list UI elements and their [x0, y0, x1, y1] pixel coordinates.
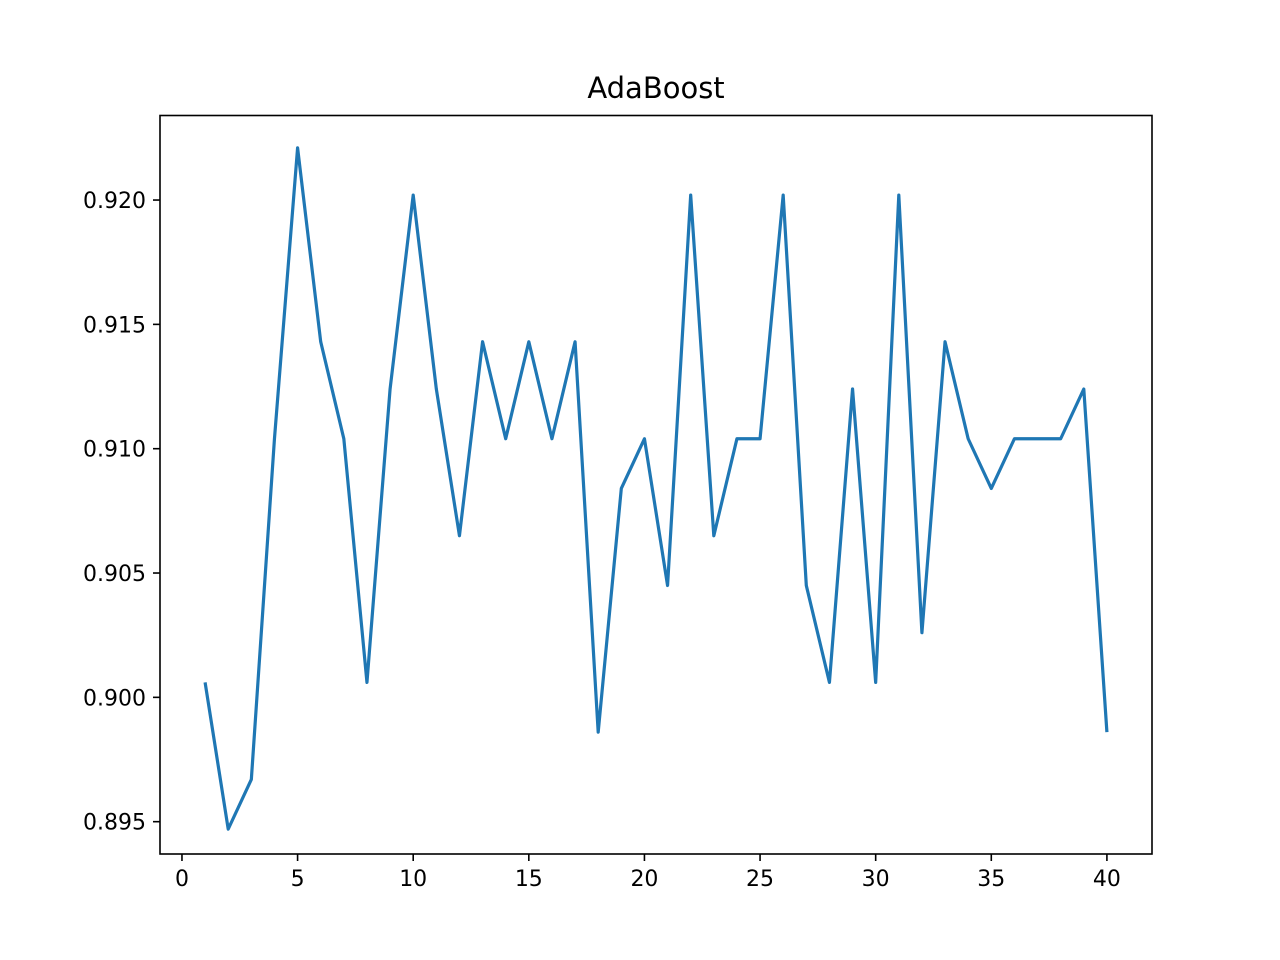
series-line — [203, 146, 1109, 831]
data-point — [1036, 437, 1040, 441]
x-tick-label: 40 — [1093, 867, 1121, 892]
data-point — [1012, 437, 1016, 441]
data-point — [920, 631, 924, 635]
data-point — [388, 387, 392, 391]
data-point — [203, 680, 207, 684]
data-point — [874, 680, 878, 684]
data-point — [434, 387, 438, 391]
data-point — [943, 340, 947, 344]
x-tick-label: 5 — [291, 867, 305, 892]
x-tick-label: 15 — [515, 867, 543, 892]
data-point — [457, 534, 461, 538]
data-point — [296, 146, 300, 150]
data-point — [758, 437, 762, 441]
data-point — [481, 340, 485, 344]
x-tick-label: 0 — [175, 867, 189, 892]
y-axis: 0.895 0.900 0.905 0.910 0.915 0.920 — [83, 189, 160, 836]
y-tick-label: 0.920 — [83, 189, 146, 214]
data-point — [989, 486, 993, 490]
data-point — [966, 437, 970, 441]
data-point — [411, 193, 415, 197]
chart-title: AdaBoost — [587, 71, 724, 105]
x-tick-label: 35 — [977, 867, 1005, 892]
x-tick-label: 25 — [746, 867, 774, 892]
data-point — [735, 437, 739, 441]
x-tick-label: 10 — [399, 867, 427, 892]
data-point — [249, 777, 253, 781]
x-axis: 0 5 10 15 20 25 30 35 40 — [175, 854, 1121, 892]
data-point — [642, 437, 646, 441]
data-point — [573, 340, 577, 344]
data-point — [342, 437, 346, 441]
y-tick-label: 0.895 — [83, 811, 146, 836]
y-tick-label: 0.910 — [83, 438, 146, 463]
data-point — [666, 583, 670, 587]
data-point — [827, 680, 831, 684]
data-point — [272, 437, 276, 441]
data-point — [1082, 387, 1086, 391]
data-point — [1105, 730, 1109, 734]
data-point — [781, 193, 785, 197]
x-tick-label: 20 — [630, 867, 658, 892]
plot-frame — [159, 114, 1153, 855]
data-point — [550, 437, 554, 441]
series-layer — [203, 146, 1109, 831]
y-tick-label: 0.900 — [83, 686, 146, 711]
x-tick-label: 30 — [862, 867, 890, 892]
data-point — [1059, 437, 1063, 441]
data-point — [365, 680, 369, 684]
data-point — [226, 827, 230, 831]
data-point — [851, 387, 855, 391]
data-point — [897, 193, 901, 197]
data-point — [804, 583, 808, 587]
data-point — [619, 486, 623, 490]
data-point — [527, 340, 531, 344]
y-tick-label: 0.915 — [83, 313, 146, 338]
y-tick-label: 0.905 — [83, 562, 146, 587]
data-point — [712, 534, 716, 538]
data-point — [689, 193, 693, 197]
data-point — [504, 437, 508, 441]
data-point — [319, 340, 323, 344]
data-point — [596, 730, 600, 734]
